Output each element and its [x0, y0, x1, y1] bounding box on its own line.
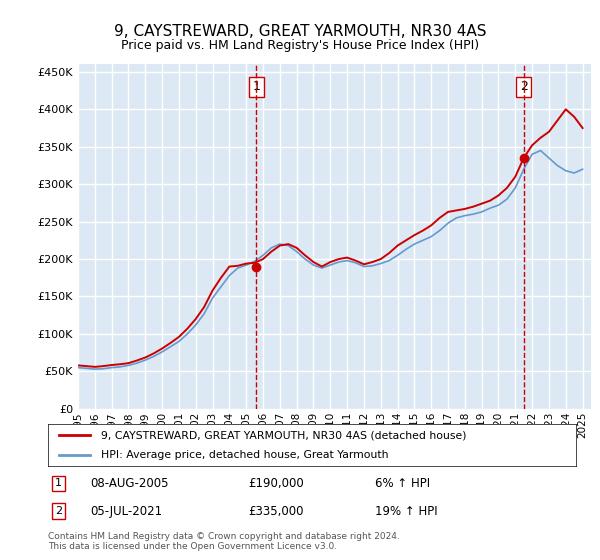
Text: 9, CAYSTREWARD, GREAT YARMOUTH, NR30 4AS: 9, CAYSTREWARD, GREAT YARMOUTH, NR30 4AS	[114, 24, 486, 39]
Text: 05-JUL-2021: 05-JUL-2021	[90, 505, 163, 517]
Text: 1: 1	[253, 81, 260, 94]
Text: Contains HM Land Registry data © Crown copyright and database right 2024.
This d: Contains HM Land Registry data © Crown c…	[48, 532, 400, 552]
Text: 1: 1	[55, 478, 62, 488]
Text: £335,000: £335,000	[248, 505, 304, 517]
Text: £190,000: £190,000	[248, 477, 304, 490]
Text: 6% ↑ HPI: 6% ↑ HPI	[376, 477, 430, 490]
Text: Price paid vs. HM Land Registry's House Price Index (HPI): Price paid vs. HM Land Registry's House …	[121, 39, 479, 52]
Text: HPI: Average price, detached house, Great Yarmouth: HPI: Average price, detached house, Grea…	[101, 450, 388, 460]
Text: 08-AUG-2005: 08-AUG-2005	[90, 477, 169, 490]
Text: 2: 2	[55, 506, 62, 516]
Text: 19% ↑ HPI: 19% ↑ HPI	[376, 505, 438, 517]
Text: 2: 2	[520, 81, 527, 94]
Text: 9, CAYSTREWARD, GREAT YARMOUTH, NR30 4AS (detached house): 9, CAYSTREWARD, GREAT YARMOUTH, NR30 4AS…	[101, 430, 466, 440]
